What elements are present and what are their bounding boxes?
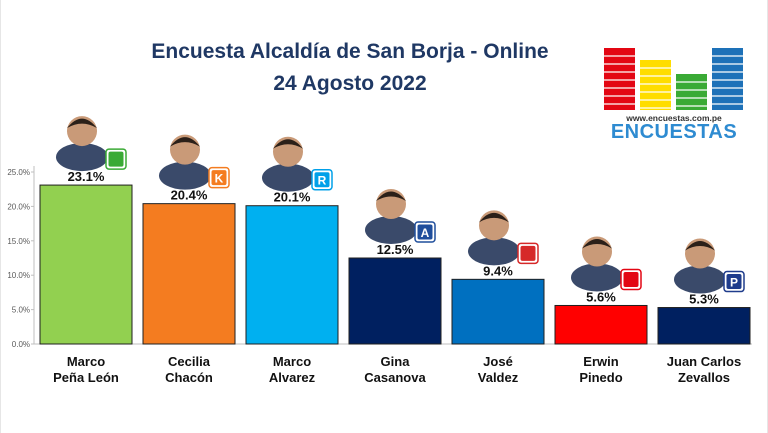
x-tick-label-line: Juan Carlos [666,354,742,369]
bar [554,304,648,345]
candidate-body [365,216,417,244]
x-tick-label: Marco Alvarez [242,354,342,386]
logo-url: www.encuestas.com.pe [626,113,722,123]
x-tick-label-line: Cecilia [168,354,210,369]
party-icon-fill [314,172,330,188]
x-tick-label: Erwin Pinedo [551,354,651,386]
candidate-photo [56,116,108,172]
bar [451,278,545,345]
x-tick-label-line: Peña León [53,370,119,385]
a-letter-icon: A [414,221,436,243]
candidate-photo [571,236,623,292]
x-tick-label-line: Marco [66,354,106,369]
x-tick-label-line: Casanova [364,370,426,385]
x-tick-label: José Valdez [448,354,548,386]
bar-value-label: 20.4% [171,188,208,203]
x-tick-label-line: Chacón [165,370,213,385]
party-icon-fill [623,271,639,287]
heart-icon [517,242,539,265]
candidate-hair [67,118,97,129]
party-icon-letter: K [215,172,224,186]
logo-bar [712,48,743,110]
k-letter-icon: K [208,166,230,189]
party-icon-fill [726,274,742,290]
party-icon-letter: P [730,276,738,290]
y-tick-label: 25.0% [7,168,30,177]
logo-bar [676,74,707,110]
candidate-body [468,237,520,266]
bar-value-label: 9.4% [483,263,513,278]
candidate-photo [159,134,211,190]
bar [245,205,339,345]
y-tick-label: 5.0% [12,306,30,315]
x-tick-label-line: Erwin [583,354,619,369]
candidate-body [674,265,726,294]
candidate-hair [582,238,612,249]
bar [142,203,236,345]
candidate-photo [365,189,417,244]
bar [348,257,442,345]
x-tick-label-line: Marco [272,354,312,369]
candidate-body [571,263,623,292]
y-tick-label: 15.0% [7,237,30,246]
bar-value-label: 12.5% [377,242,414,257]
candidate-hair [376,191,406,201]
candidate-photo [468,210,520,266]
party-icon-letter: R [318,174,327,188]
x-tick-label: Marco Peña León [36,354,136,386]
logo-name: ENCUESTAS [610,121,738,143]
bar-value-label: 20.1% [274,190,311,205]
candidate-hair [479,212,509,223]
candidate-body [262,163,314,192]
x-tick-label-line: Alvarez [268,370,316,385]
candidate-hair [170,137,200,147]
party-icon-fill [520,245,536,261]
party-icon-fill [108,151,124,167]
x-tick-label: Gina Casanova [345,354,445,386]
flag-icon [620,268,642,291]
bar-value-label: 5.6% [586,289,616,304]
chart-title: Encuesta Alcaldía de San Borja - Online [151,40,549,63]
x-tick-label-line: Pinedo [579,370,623,385]
y-tick-label: 10.0% [7,271,30,280]
candidate-body [56,143,108,172]
x-tick-label-line: Gina [380,354,410,369]
candidate-photo [262,136,314,192]
r-letter-icon: R [311,168,333,191]
bar [657,307,751,345]
party-icon-letter: A [421,226,430,240]
building-icon [105,148,127,170]
x-tick-label-line: Valdez [477,370,519,385]
bar [39,184,133,345]
candidate-hair [273,139,303,149]
logo-bar [604,48,635,110]
x-tick-label-line: José [483,354,513,369]
party-icon-fill [211,170,227,186]
chart-subtitle: 24 Agosto 2022 [273,72,427,95]
candidate-photo [674,238,726,294]
bar-value-label: 5.3% [689,292,719,307]
y-tick-label: 0.0% [12,340,30,349]
encuestas-logo [604,48,743,110]
x-tick-label-line: Zevallos [677,370,731,385]
bar-value-label: 23.1% [68,169,105,184]
x-tick-label: Cecilia Chacón [139,354,239,386]
x-tick-label: Juan Carlos Zevallos [654,354,754,386]
y-tick-label: 20.0% [7,202,30,211]
candidate-hair [685,241,715,251]
candidate-body [159,161,211,190]
p-letter-icon: P [723,270,745,293]
party-icon-fill [417,224,433,240]
